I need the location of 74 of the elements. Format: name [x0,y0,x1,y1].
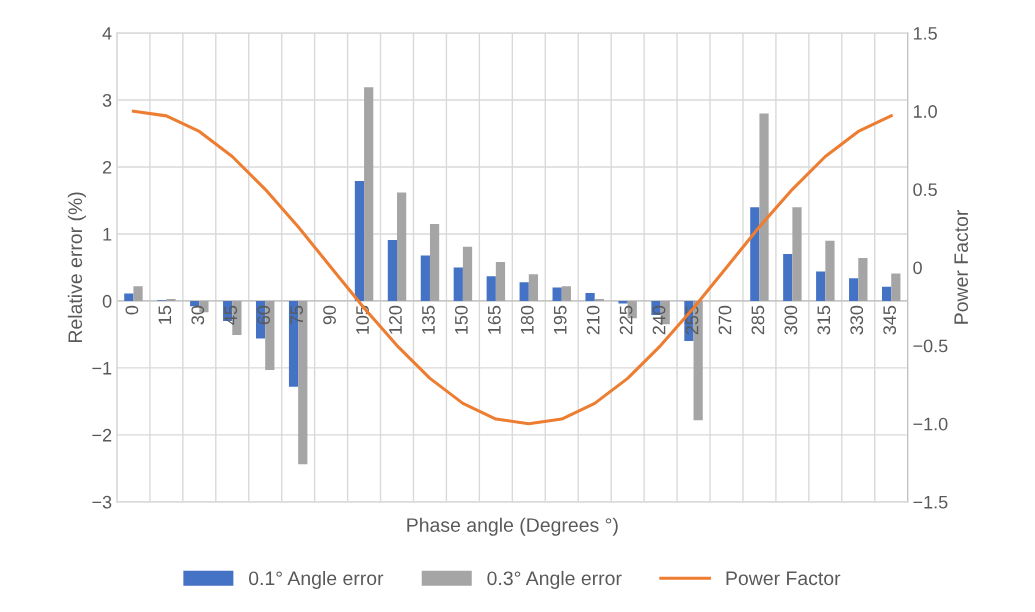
bar [124,293,134,301]
x-tick-label: 150 [454,305,468,334]
x-tick-label: 300 [784,305,798,335]
bar [891,273,901,301]
bar [561,286,571,301]
bar [462,246,473,301]
y2-tick-label: 1.0 [913,105,937,118]
bar [528,274,539,301]
bar [552,287,562,301]
legend-label: 0.1° Angle error [248,570,384,590]
bar [166,298,176,301]
y-tick-label: 3 [102,93,112,107]
y-tick-label: 2 [102,160,112,174]
x-tick-label: 30 [191,305,205,325]
y-tick-label: −1 [92,362,112,375]
x-tick-label: 165 [487,305,501,334]
x-tick-label: 225 [619,305,633,335]
bar [849,278,859,301]
bar [585,292,595,301]
bar [354,181,365,301]
x-tick-label: 285 [751,305,765,335]
y-tick-label: −2 [92,428,112,442]
y2-tick-label: 0 [913,261,922,275]
x-tick-label: 60 [257,305,271,325]
x-tick-label: 45 [224,305,238,325]
y2-tick-label: 0.5 [913,183,937,197]
x-axis-title: Phase angle (Degrees °) [407,517,618,536]
bar [519,282,529,301]
y-axis-title: Relative error (%) [67,192,86,343]
x-tick-label: 75 [290,305,304,325]
y2-tick-label: 1.5 [913,27,937,40]
bar [420,255,430,301]
bar [618,300,628,304]
x-tick-label: 90 [323,305,336,325]
y-tick-label: 1 [103,228,112,241]
bar [397,192,407,301]
bar [882,286,892,301]
bar [486,276,496,301]
legend-label: 0.3° Angle error [487,570,622,590]
x-tick-label: 135 [422,305,435,334]
bar [792,207,802,301]
bar [429,223,440,301]
bar [594,298,604,301]
bar [453,267,463,301]
x-tick-label: 15 [158,305,172,324]
bar [364,87,374,301]
x-tick-label: 270 [718,305,732,335]
x-tick-label: 330 [850,305,864,335]
bar [783,254,793,301]
bar [858,258,868,301]
x-tick-label: 195 [553,305,567,334]
bar [759,113,769,301]
bar [190,300,200,307]
bar [816,271,826,301]
x-tick-label: 120 [389,305,402,334]
y-tick-label: 0 [102,294,112,308]
y2-tick-label: −1.5 [913,495,948,509]
x-tick-label: 210 [586,305,600,335]
bar [495,262,506,301]
y2-tick-label: −1.0 [913,417,948,431]
x-tick-label: 0 [125,305,139,315]
y2-axis-title: Power Factor [954,209,969,324]
bar [133,286,143,301]
x-tick-label: 345 [883,305,897,335]
y-tick-label: −3 [92,495,112,509]
bar [387,239,398,301]
legend-label: Power Factor [726,571,841,586]
x-tick-label: 315 [817,305,831,335]
y2-tick-label: −0.5 [913,339,948,353]
bar [750,207,760,301]
x-tick-label: 180 [520,305,534,334]
x-tick-label: 240 [652,305,666,335]
y-tick-label: 4 [102,27,112,40]
bar [825,240,835,301]
